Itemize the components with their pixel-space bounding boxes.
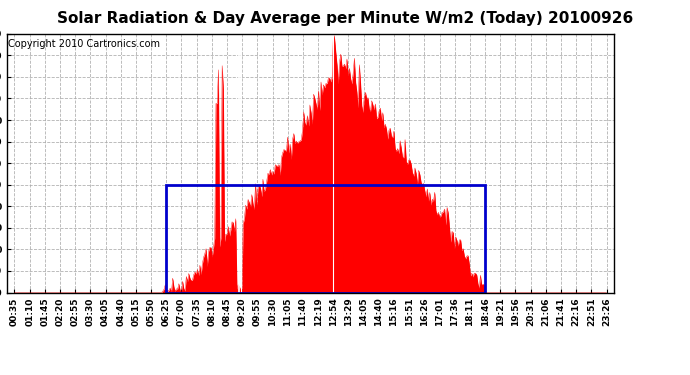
Text: Copyright 2010 Cartronics.com: Copyright 2010 Cartronics.com xyxy=(8,39,160,49)
Text: Solar Radiation & Day Average per Minute W/m2 (Today) 20100926: Solar Radiation & Day Average per Minute… xyxy=(57,11,633,26)
Bar xyxy=(166,185,485,292)
